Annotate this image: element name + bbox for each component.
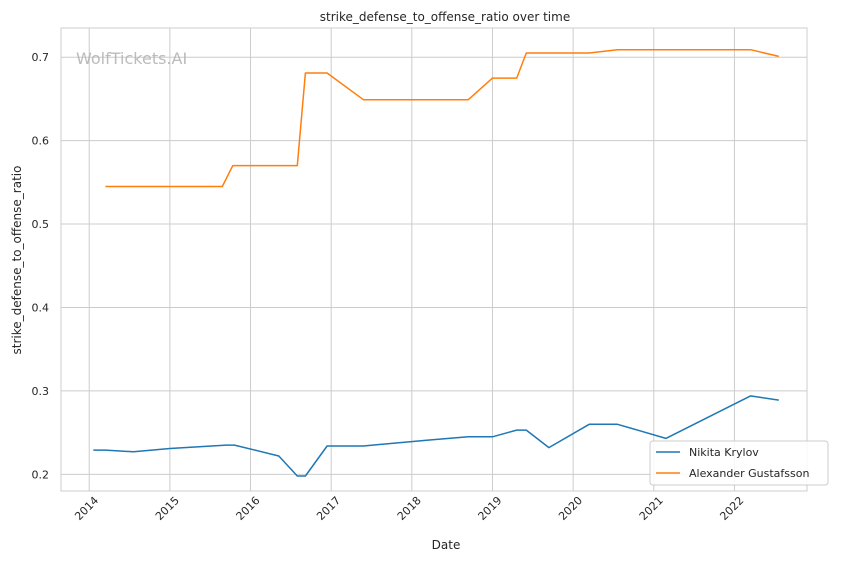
legend: Nikita Krylov Alexander Gustafsson — [649, 440, 829, 486]
watermark: WolfTickets.AI — [76, 49, 187, 68]
y-tick-label: 0.7 — [32, 51, 50, 64]
x-tick-label: 2019 — [475, 494, 504, 523]
x-tick-label: 2015 — [153, 494, 182, 523]
x-tick-label: 2021 — [637, 494, 666, 523]
x-tick-label: 2016 — [234, 494, 263, 523]
x-tick-label: 2014 — [72, 494, 101, 523]
series-lines — [93, 48, 779, 477]
x-axis-label: Date — [432, 538, 461, 552]
x-tick-label: 2022 — [717, 494, 746, 523]
chart-title: strike_defense_to_offense_ratio over tim… — [320, 10, 570, 24]
x-tick-label: 2017 — [314, 494, 343, 523]
plot-area — [60, 27, 808, 492]
legend-label-alexander-gustafsson: Alexander Gustafsson — [689, 467, 809, 480]
x-tick-label: 2018 — [395, 494, 424, 523]
y-tick-label: 0.5 — [32, 218, 50, 231]
y-tick-label: 0.3 — [32, 385, 50, 398]
x-tick-label: 2020 — [556, 494, 585, 523]
series-line-alexander-gustafsson — [105, 48, 779, 188]
y-axis-label: strike_defense_to_offense_ratio — [10, 166, 24, 355]
legend-box — [649, 440, 829, 486]
y-tick-label: 0.4 — [32, 301, 50, 314]
y-tick-label: 0.2 — [32, 468, 50, 481]
legend-label-nikita-krylov: Nikita Krylov — [689, 446, 759, 459]
y-tick-label: 0.6 — [32, 135, 50, 148]
series-line-nikita-krylov — [93, 395, 779, 477]
